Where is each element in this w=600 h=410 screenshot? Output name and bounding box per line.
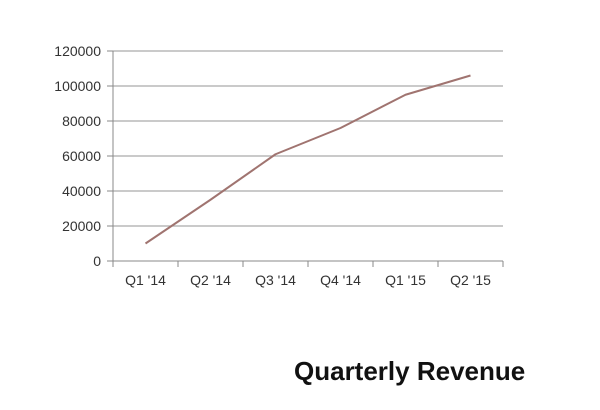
x-tick-label: Q1 '15 <box>385 272 426 288</box>
x-tick-label: Q4 '14 <box>320 272 361 288</box>
y-tick-label: 80000 <box>62 113 101 129</box>
y-tick-label: 20000 <box>62 218 101 234</box>
x-tick-label: Q2 '14 <box>190 272 231 288</box>
x-tick-label: Q3 '14 <box>255 272 296 288</box>
y-tick-labels: 0 20000 40000 60000 80000 100000 120000 <box>54 43 101 269</box>
chart-title: Quarterly Revenue <box>294 356 526 386</box>
x-tick-label: Q2 '15 <box>450 272 491 288</box>
y-tick-label: 40000 <box>62 183 101 199</box>
gridlines <box>113 50 503 227</box>
series-line <box>144 74 471 245</box>
x-tick-labels: Q1 '14 Q2 '14 Q3 '14 Q4 '14 Q1 '15 Q2 '15 <box>125 272 491 288</box>
axes <box>107 50 504 267</box>
series-layer <box>144 74 471 245</box>
y-tick-label: 120000 <box>54 43 101 59</box>
y-tick-label: 60000 <box>62 148 101 164</box>
x-tick-label: Q1 '14 <box>125 272 166 288</box>
y-tick-label: 0 <box>93 253 101 269</box>
y-tick-label: 100000 <box>54 78 101 94</box>
line-chart: 0 20000 40000 60000 80000 100000 120000 Q1 '14… <box>54 43 504 288</box>
